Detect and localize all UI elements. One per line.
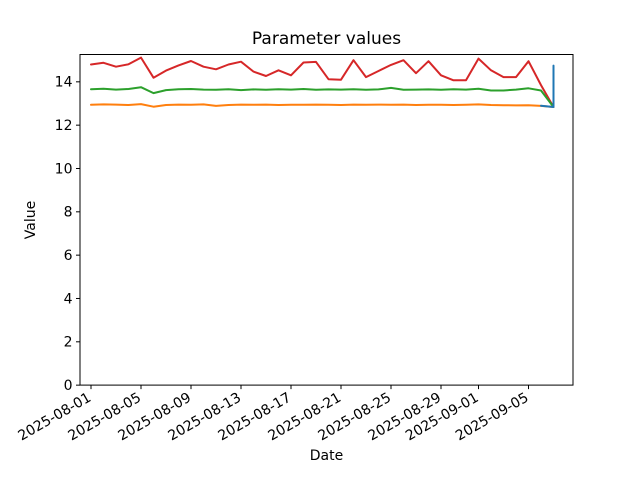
series-line-green <box>90 86 555 108</box>
y-tick-label: 10 <box>55 161 73 177</box>
y-tick-label: 6 <box>64 248 73 264</box>
series-line-orange <box>90 103 555 108</box>
y-tick-label: 4 <box>64 291 73 307</box>
series-line-red <box>90 56 555 108</box>
chart-title: Parameter values <box>251 29 402 49</box>
y-tick-label: 2 <box>64 335 73 351</box>
y-tick-label: 0 <box>64 378 73 394</box>
y-axis-label: Value <box>23 200 39 240</box>
y-tick-label: 14 <box>55 75 73 91</box>
series-line-blue <box>540 64 555 108</box>
y-tick-label: 8 <box>64 205 73 221</box>
y-tick-label: 12 <box>55 118 73 134</box>
axes-frame <box>79 54 574 386</box>
x-axis-label: Date <box>309 448 344 464</box>
